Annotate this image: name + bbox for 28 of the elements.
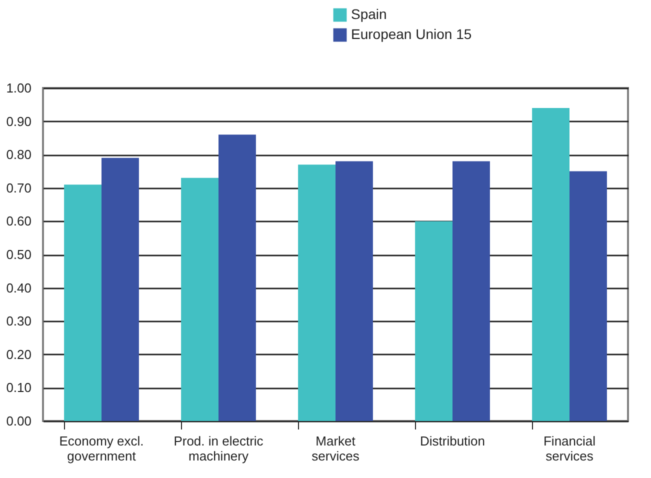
- y-tick-label: 0.60: [6, 214, 32, 229]
- x-tick-label: Market services: [312, 434, 360, 464]
- bar: [181, 178, 218, 421]
- y-tick-label: 0.20: [6, 346, 32, 362]
- y-tick-label: 0.90: [6, 114, 32, 129]
- bar: [218, 134, 256, 421]
- x-tick-label: Financial services: [543, 434, 596, 464]
- bar: [298, 164, 336, 421]
- legend-label: Spain: [351, 6, 387, 22]
- x-tick-label: Prod. in electric machinery: [174, 434, 264, 464]
- bar: [64, 184, 102, 421]
- bar: [415, 221, 452, 421]
- y-tick-label: 0.70: [6, 180, 32, 196]
- bar: [102, 158, 139, 421]
- y-tick-label: 0.10: [6, 380, 32, 396]
- y-tick-label: 0.30: [6, 314, 32, 329]
- bar: [570, 171, 607, 421]
- y-tick-label: 0.80: [6, 147, 32, 162]
- y-tick-label: 0.00: [6, 414, 32, 428]
- y-tick-label: 1.00: [6, 80, 32, 96]
- bar: [336, 161, 373, 421]
- legend-label: European Union 15: [351, 26, 472, 42]
- y-tick-label: 0.50: [6, 247, 32, 262]
- bar: [452, 161, 490, 421]
- bar: [532, 108, 570, 421]
- x-tick-label: Economy excl. government: [59, 434, 144, 464]
- y-tick-label: 0.40: [6, 280, 32, 296]
- x-tick-label: Distribution: [420, 434, 486, 448]
